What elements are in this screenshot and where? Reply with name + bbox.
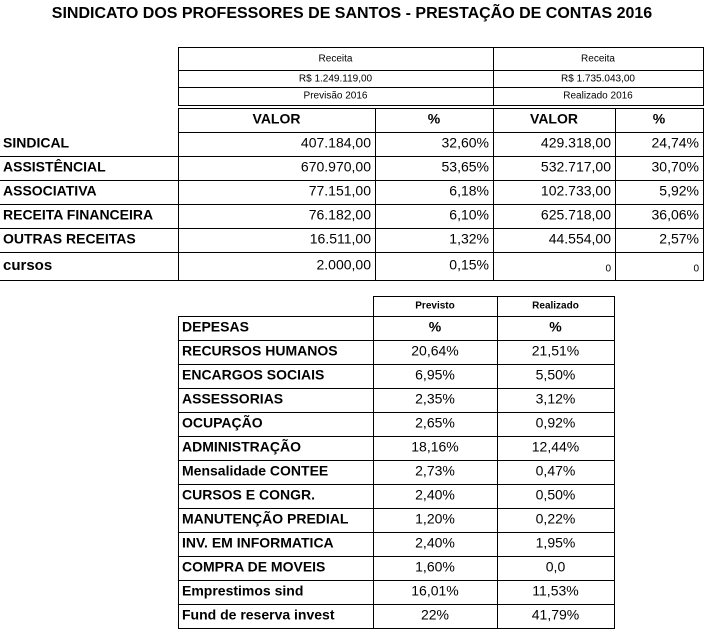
row-label: Fund de reserva invest [182,607,335,623]
row-value: 6,18% [449,183,489,199]
row-value: 1,60% [415,559,455,575]
row-value: 0 [693,264,699,275]
row-label: COMPRA DE MOVEIS [182,559,325,575]
column-header: VALOR [530,111,578,127]
row-value: 0,15% [449,257,489,273]
row-value: 6,95% [415,367,455,383]
column-header: % [653,111,666,127]
row-value: 670.970,00 [301,159,371,175]
row-value: 102.733,00 [541,183,611,199]
row-value: 24,74% [652,135,699,151]
row-label: ASSOCIATIVA [3,183,97,199]
column-header: % [549,319,562,335]
row-value: 32,60% [442,135,489,151]
row-label: ASSISTÊNCIAL [3,158,106,175]
row-value: 41,79% [532,607,579,623]
row-value: 77.151,00 [309,183,371,199]
column-header: VALOR [253,111,301,127]
row-value: 5,92% [659,183,699,199]
row-label: ADMINISTRAÇÃO [182,438,301,455]
row-label: RECURSOS HUMANOS [182,343,338,359]
row-value: 0,50% [536,487,576,503]
row-label: cursos [3,257,52,274]
row-value: 1,95% [536,535,576,551]
row-value: 18,16% [411,439,458,455]
group-label: Receita [581,54,615,65]
row-value: 16.511,00 [310,231,371,247]
column-header: % [429,319,442,335]
row-value: 2,65% [415,415,455,431]
group-amount: R$ 1.735.043,00 [561,74,635,85]
row-value: 44.554,00 [549,231,611,247]
row-label: INV. EM INFORMATICA [182,535,334,551]
group-amount: R$ 1.249.119,00 [299,74,373,85]
group-period: Previsão 2016 [304,91,368,102]
column-header: % [428,111,441,127]
row-value: 20,64% [411,343,458,359]
cell [493,252,616,281]
row-value: 0,22% [536,511,576,527]
row-value: 12,44% [532,439,579,455]
row-value: 1,20% [415,511,455,527]
row-value: 2,73% [415,463,455,479]
row-value: 0,0 [546,559,566,575]
row-label: SINDICAL [3,135,70,151]
row-value: 625.718,00 [541,207,611,223]
row-label: ASSESSORIAS [182,391,283,407]
row-label: Mensalidade CONTEE [182,463,328,479]
row-value: 532.717,00 [541,159,611,175]
row-label: MANUTENÇÃO PREDIAL [182,510,349,527]
row-value: 2,40% [415,487,455,503]
cell [493,47,704,106]
group-label: Previsto [415,301,454,312]
group-label: Receita [319,54,353,65]
group-label: Realizado [532,301,579,312]
row-value: 0 [605,264,611,275]
row-label: OUTRAS RECEITAS [3,231,136,247]
row-value: 0,92% [536,415,576,431]
row-value: 3,12% [536,391,576,407]
row-value: 11,53% [532,583,578,599]
row-value: 30,70% [652,159,699,175]
row-label: ENCARGOS SOCIAIS [182,367,324,383]
row-value: 0,47% [536,463,576,479]
group-period: Realizado 2016 [563,91,633,102]
row-value: 2,40% [415,535,455,551]
row-label: Emprestimos sind [182,583,303,599]
row-value: 2,57% [659,231,699,247]
row-value: 21,51% [532,343,579,359]
row-value: 53,65% [442,159,489,175]
cell [615,252,704,281]
row-label: CURSOS E CONGR. [182,487,315,503]
row-value: 6,10% [449,207,489,223]
row-value: 2,35% [415,391,455,407]
row-value: 36,06% [652,207,699,223]
row-value: 22% [421,607,449,623]
row-value: 429.318,00 [541,135,611,151]
row-value: 407.184,00 [301,135,371,151]
row-value: 2.000,00 [317,257,372,273]
column-header: DEPESAS [182,319,249,335]
row-label: OCUPAÇÃO [182,414,263,431]
row-value: 1,32% [449,231,489,247]
row-value: 76.182,00 [309,207,371,223]
cell [497,604,615,629]
row-value: 16,01% [411,583,458,599]
row-label: RECEITA FINANCEIRA [3,207,153,223]
row-value: 5,50% [536,367,576,383]
page-title: SINDICATO DOS PROFESSORES DE SANTOS - PR… [52,2,653,22]
